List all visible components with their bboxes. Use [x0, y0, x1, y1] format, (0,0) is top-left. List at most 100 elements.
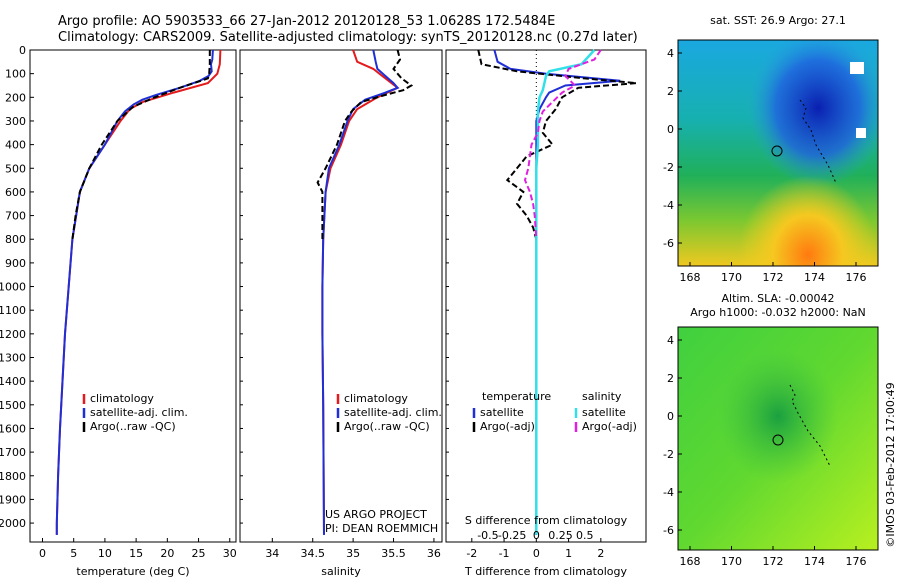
- salinity-panel: 34 34.5 35 35.5 36 salinity climatologysatelli…: [239, 49, 443, 578]
- sla-low-patch: [678, 327, 878, 550]
- y-tick-label: 1200: [0, 328, 26, 341]
- x-tick-label: 5: [70, 547, 77, 560]
- project-text: US ARGO PROJECT: [325, 508, 427, 521]
- map-x-tick-label: 168: [680, 271, 701, 284]
- sst-frame: [677, 39, 879, 267]
- map-x-tick-label: 174: [804, 555, 825, 568]
- x-tick-label: 35.5: [381, 547, 406, 560]
- top-x-tick-label: 0: [533, 529, 540, 542]
- map-x-tick-label: 170: [721, 271, 742, 284]
- y-tick-label: 1300: [0, 352, 26, 365]
- top-x-tick-label: 0.5: [576, 529, 594, 542]
- x-tick-label: 34.5: [300, 547, 325, 560]
- top-x-tick-label: 0.25: [548, 529, 573, 542]
- map-x-tick-label: 176: [846, 555, 867, 568]
- x-tick-label: 0: [533, 547, 540, 560]
- sst-coastline: [799, 99, 837, 184]
- y-tick-label: 600: [5, 186, 26, 199]
- x-tick-label: 35: [346, 547, 360, 560]
- y-tick-label: 400: [5, 139, 26, 152]
- sla-frame: [677, 326, 879, 551]
- map-y-tick-label: 2: [667, 372, 674, 385]
- map-y-tick-label: -2: [663, 161, 674, 174]
- sst-title: sat. SST: 26.9 Argo: 27.1: [710, 14, 846, 27]
- argo-line: [316, 49, 414, 240]
- top-x-axis-label: S difference from climatology: [465, 514, 628, 527]
- y-tick-label: 1100: [0, 304, 26, 317]
- legend-t-argo-label: Argo(-adj): [480, 420, 535, 433]
- map-y-tick-label: -2: [663, 448, 674, 461]
- x-tick-label: 1: [565, 547, 572, 560]
- legend-title-salinity: salinity: [582, 390, 622, 403]
- map-x-tick-label: 172: [763, 555, 784, 568]
- t-argo-line: [477, 49, 637, 240]
- top-x-tick-label: -0.5: [477, 529, 498, 542]
- credit-text: ©IMOS 03-Feb-2012 17:00:49: [884, 382, 897, 547]
- map-x-tick-label: 168: [680, 555, 701, 568]
- x-axis-label: T difference from climatology: [464, 565, 627, 578]
- map-y-tick-label: 2: [667, 85, 674, 98]
- y-tick-label: 1800: [0, 470, 26, 483]
- plot-frame: [445, 49, 647, 543]
- map-y-tick-label: 0: [667, 123, 674, 136]
- map-ticks: 168 170 172 174 176 4 2 0 -2 -4 -6 168 170 172 174 176 4…: [663, 47, 866, 568]
- x-tick-label: 34: [265, 547, 279, 560]
- y-tick-label: 1700: [0, 446, 26, 459]
- legend-t-sat-label: satellite: [480, 406, 524, 419]
- y-tick-label: 900: [5, 257, 26, 270]
- sla-coastline: [789, 384, 831, 467]
- legend-clim-label: climatology: [344, 392, 408, 405]
- sst-argo-location-marker: [771, 145, 783, 157]
- x-axis-label: salinity: [321, 565, 361, 578]
- s-sat-line: [535, 49, 596, 535]
- sst-cloud-gap: [856, 128, 866, 138]
- legend-title-temperature: temperature: [482, 390, 551, 403]
- x-tick-label: 20: [160, 547, 174, 560]
- s-argo-line: [523, 49, 602, 240]
- legend-s-sat-label: satellite: [582, 406, 626, 419]
- map-y-tick-label: 4: [667, 334, 674, 347]
- plot-frame: [239, 49, 443, 543]
- title-line-2: Climatology: CARS2009. Satellite-adjuste…: [58, 30, 638, 45]
- map-x-tick-label: 176: [846, 271, 867, 284]
- x-tick-label: 36: [427, 547, 441, 560]
- y-tick-label: 1500: [0, 399, 26, 412]
- legend-s-argo-label: Argo(-adj): [582, 420, 637, 433]
- x-tick-label: 25: [192, 547, 206, 560]
- y-tick-label: 800: [5, 233, 26, 246]
- x-tick-label: 30: [223, 547, 237, 560]
- legend-argo-label: Argo(..raw -QC): [90, 420, 176, 433]
- y-tick-label: 200: [5, 91, 26, 104]
- legend-clim-label: climatology: [90, 392, 154, 405]
- map-y-tick-label: 4: [667, 47, 674, 60]
- y-tick-label: 700: [5, 210, 26, 223]
- sla-map: Altim. SLA: -0.00042 Argo h1000: -0.032 …: [677, 292, 879, 551]
- temperature-panel: 0 5 10 15 20 25 300100200300400500600700800900…: [0, 44, 237, 578]
- sst-cloud-gap: [850, 62, 864, 74]
- y-tick-label: 1900: [0, 493, 26, 506]
- x-tick-label: -2: [466, 547, 477, 560]
- x-tick-label: 0: [39, 547, 46, 560]
- title-line-1: Argo profile: AO 5903533_66 27-Jan-2012 …: [58, 14, 556, 29]
- map-x-tick-label: 174: [804, 271, 825, 284]
- map-y-tick-label: -4: [663, 486, 674, 499]
- map-y-tick-label: 0: [667, 410, 674, 423]
- y-tick-label: 300: [5, 115, 26, 128]
- x-tick-label: 10: [98, 547, 112, 560]
- top-x-tick-label: -0.25: [498, 529, 526, 542]
- legend-sat-label: satellite-adj. clim.: [90, 406, 188, 419]
- pi-text: PI: DEAN ROEMMICH: [325, 522, 438, 535]
- x-tick-label: 15: [129, 547, 143, 560]
- sla-title-2: Argo h1000: -0.032 h2000: NaN: [690, 306, 866, 319]
- x-axis-label: temperature (deg C): [76, 565, 189, 578]
- y-tick-label: 1400: [0, 375, 26, 388]
- map-x-tick-label: 170: [721, 555, 742, 568]
- difference-panel: -2 -1 0 1 2 T difference from climatology temp…: [445, 49, 647, 578]
- legend-argo-label: Argo(..raw -QC): [344, 420, 430, 433]
- legend-sat-label: satellite-adj. clim.: [344, 406, 442, 419]
- argo-line: [71, 50, 211, 240]
- y-tick-label: 1600: [0, 422, 26, 435]
- sat-line: [321, 49, 400, 535]
- y-tick-label: 1000: [0, 281, 26, 294]
